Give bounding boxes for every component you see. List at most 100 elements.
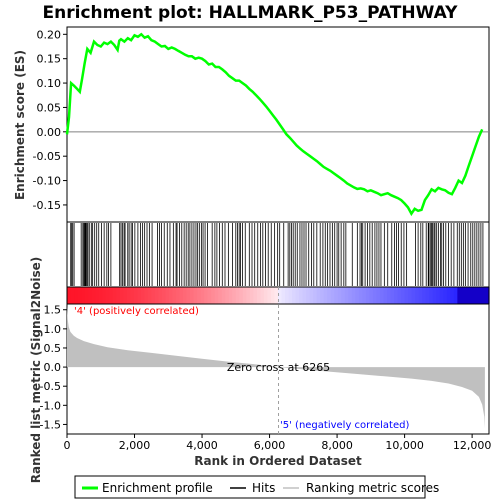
gradient-segment: [158, 287, 163, 304]
gradient-segment: [147, 287, 152, 304]
gradient-segment: [334, 287, 339, 304]
positive-correlation-label: '4' (positively correlated): [74, 306, 199, 317]
gradient-segment: [320, 287, 325, 304]
gradient-segment: [411, 287, 416, 304]
gradient-segment: [313, 287, 318, 304]
es-y-tick-label: 0.20: [37, 28, 62, 41]
gradient-segment: [285, 287, 290, 304]
es-y-tick-label: -0.10: [33, 175, 61, 188]
gradient-segment: [323, 287, 328, 304]
gradient-segment: [95, 287, 100, 304]
gradient-segment: [453, 287, 458, 304]
gradient-segment: [176, 287, 181, 304]
gradient-segment: [130, 287, 135, 304]
legend-frame: [74, 475, 426, 499]
gradient-segment: [151, 287, 156, 304]
gradient-segment: [84, 287, 89, 304]
gradient-segment: [102, 287, 107, 304]
gradient-segment: [116, 287, 121, 304]
gradient-segment: [249, 287, 254, 304]
gradient-segment: [471, 287, 476, 304]
gradient-segment: [161, 287, 167, 304]
gradient-segment: [218, 287, 223, 304]
gradient-segment: [179, 287, 184, 304]
gradient-segment: [105, 287, 110, 304]
gradient-segment: [211, 287, 216, 304]
gradient-segment: [337, 287, 342, 304]
metric-x-tick-label: 2,000: [119, 439, 151, 452]
ranking-gradient-bar: [67, 287, 490, 304]
gradient-segment: [200, 287, 205, 304]
gradient-segment: [443, 287, 448, 304]
gradient-segment: [439, 287, 444, 304]
ranking-metric-fill: [67, 305, 485, 429]
gradient-segment: [436, 287, 441, 304]
metric-y-tick-label: 0.5: [44, 342, 62, 355]
metric-x-tick-label: 8,000: [321, 439, 353, 452]
gradient-segment: [123, 287, 128, 304]
metric-x-tick-label: 10,000: [385, 439, 424, 452]
gradient-segment: [478, 287, 483, 304]
gradient-segment: [404, 287, 409, 304]
es-y-tick-label: 0.00: [37, 126, 62, 139]
hits-ticks: [70, 223, 484, 286]
gradient-segment: [348, 287, 353, 304]
es-y-tick-label: -0.15: [33, 199, 61, 212]
gradient-segment: [474, 287, 480, 304]
metric-y-axis-label: Ranked list metric (Signal2Noise): [29, 257, 43, 484]
legend-label-enrichment-profile: Enrichment profile: [102, 481, 213, 495]
gradient-segment: [260, 287, 265, 304]
gradient-segment: [415, 287, 420, 304]
gradient-segment: [387, 287, 392, 304]
gradient-segment: [88, 287, 93, 304]
gradient-segment: [221, 287, 226, 304]
gradient-segment: [126, 287, 131, 304]
gradient-segment: [98, 287, 103, 304]
gradient-segment: [267, 287, 272, 304]
metric-x-axis-label: Rank in Ordered Dataset: [194, 454, 362, 468]
es-y-tick-label: -0.05: [33, 150, 61, 163]
gradient-segment: [214, 287, 219, 304]
gradient-segment: [77, 287, 82, 304]
gradient-segment: [309, 287, 314, 304]
legend: Enrichment profile Hits Ranking metric s…: [74, 475, 439, 499]
gradient-segment: [70, 287, 75, 304]
gradient-segment: [228, 287, 233, 304]
zero-cross-label: Zero cross at 6265: [227, 361, 330, 374]
gradient-segment: [239, 287, 244, 304]
gradient-segment: [232, 287, 237, 304]
gradient-segment: [302, 287, 307, 304]
enrichment-profile-path: [65, 32, 484, 217]
metric-y-tick-label: 1.0: [44, 323, 62, 336]
gradient-segment: [278, 287, 283, 304]
gradient-segment: [74, 287, 79, 304]
metric-y-tick-label: 0.0: [44, 361, 62, 374]
legend-label-ranking-metric: Ranking metric scores: [306, 481, 439, 495]
gradient-segment: [119, 287, 124, 304]
gradient-segment: [140, 287, 145, 304]
metric-x-tick-label: 6,000: [254, 439, 286, 452]
gradient-segment: [316, 287, 321, 304]
gradient-segment: [351, 287, 356, 304]
gradient-segment: [144, 287, 149, 304]
gradient-segment: [327, 287, 332, 304]
gradient-segment: [467, 287, 473, 304]
gradient-segment: [67, 287, 72, 304]
gradient-segment: [81, 287, 86, 304]
gradient-segment: [429, 287, 434, 304]
es-y-tick-label: 0.05: [37, 101, 62, 114]
gradient-segment: [197, 287, 202, 304]
gradient-segment: [168, 287, 174, 304]
metric-x-tick-label: 0: [64, 439, 71, 452]
gradient-segment: [246, 287, 251, 304]
gradient-segment: [91, 287, 96, 304]
es-y-tick-label: 0.10: [37, 77, 62, 90]
chart-title: Enrichment plot: HALLMARK_P53_PATHWAY: [43, 3, 459, 23]
gradient-segment: [242, 287, 247, 304]
gradient-segment: [137, 287, 142, 304]
gradient-segment: [165, 287, 170, 304]
gradient-segment: [358, 287, 363, 304]
gradient-segment: [362, 287, 367, 304]
metric-x-tick-label: 4,000: [186, 439, 218, 452]
gradient-segment: [299, 287, 304, 304]
